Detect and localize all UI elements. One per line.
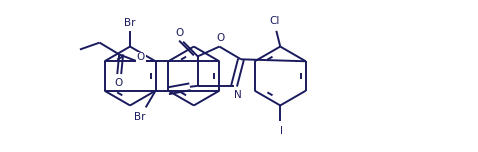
Text: N: N	[234, 90, 242, 100]
Text: I: I	[280, 126, 282, 136]
Text: Br: Br	[124, 18, 136, 28]
Text: O: O	[114, 78, 122, 88]
Text: O: O	[216, 33, 225, 43]
Text: Br: Br	[134, 112, 146, 122]
Text: O: O	[175, 28, 183, 38]
Text: Cl: Cl	[269, 16, 280, 26]
Text: O: O	[137, 52, 145, 62]
